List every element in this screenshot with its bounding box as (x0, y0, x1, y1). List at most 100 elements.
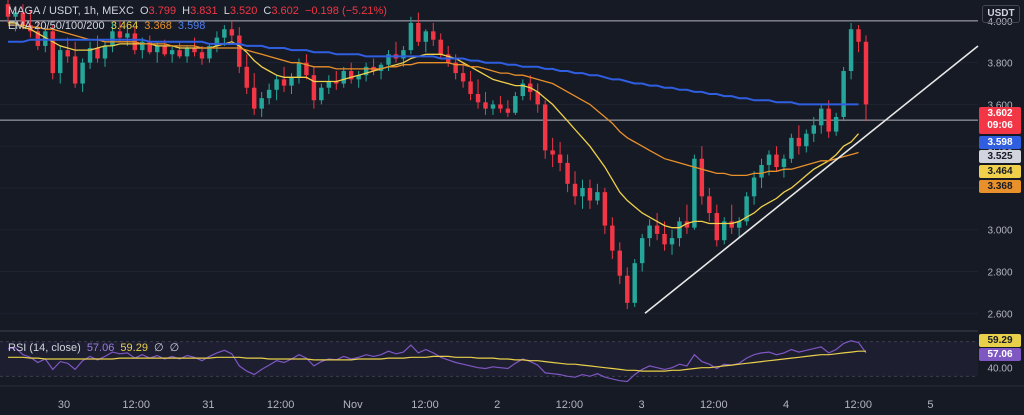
candle-body (5, 4, 11, 17)
time-tick-label: 4 (783, 399, 789, 411)
candle-body (632, 263, 637, 303)
candle-body (557, 154, 563, 163)
candle-body (43, 31, 48, 46)
candle-body (147, 41, 152, 53)
last-price-value: 3.602 (987, 108, 1013, 119)
candle-body (647, 225, 652, 239)
candle-body (319, 87, 324, 101)
currency-button[interactable]: USDT (982, 5, 1020, 23)
ascending-trendline (644, 45, 979, 314)
ema-line-ema100 (8, 38, 859, 106)
time-tick-label: 12:00 (844, 399, 872, 411)
candle-body (125, 33, 130, 38)
candle-body (819, 108, 824, 126)
candle-body (729, 221, 734, 228)
candle-body (572, 183, 578, 197)
candle-body (542, 104, 548, 151)
candle-body (378, 64, 384, 72)
candle-body (192, 48, 197, 53)
candle-body (386, 54, 391, 65)
rsi-band (0, 341, 978, 377)
candle-body (207, 45, 212, 59)
trendline (644, 45, 979, 314)
horizontal-levels (0, 20, 978, 121)
time-tick-label: 2 (494, 399, 500, 411)
ema-line-ema50 (8, 24, 859, 177)
candle-body (20, 12, 26, 26)
close-label: C (263, 5, 272, 17)
candle-body (35, 31, 41, 46)
candle-body (222, 29, 227, 38)
candle-body (453, 62, 458, 74)
countdown-value: 09:06 (987, 120, 1013, 131)
candle-body (311, 75, 317, 101)
candle-body (639, 238, 645, 264)
candle-body (28, 25, 33, 32)
price-tick-label: 2.800 (987, 268, 1012, 279)
ema100-tag: 3.598 (979, 136, 1021, 149)
ema20-value: 3.464 (110, 20, 139, 32)
ema20-tag: 3.464 (979, 165, 1021, 178)
price-tick-label: 3.600 (987, 100, 1012, 111)
time-tick-label: 12:00 (700, 399, 728, 411)
candle-body (766, 154, 772, 165)
close-value: 3.602 (271, 5, 299, 17)
candle-body (483, 102, 488, 109)
ema-lines (8, 22, 859, 229)
candle-body (356, 75, 361, 80)
ema50-tag: 3.368 (979, 180, 1021, 193)
candle-body (214, 37, 220, 46)
time-tick-label: 5 (927, 399, 933, 411)
candle-body (229, 29, 235, 36)
candle-body (72, 56, 78, 84)
time-tick-label: 30 (58, 399, 70, 411)
high-value: 3.831 (190, 5, 218, 17)
candle-body (13, 12, 18, 17)
price-tick-label: 3.000 (987, 226, 1012, 237)
candle-body (744, 196, 749, 222)
candle-body (304, 62, 309, 76)
high-label: H (182, 5, 191, 17)
time-tick-label: 31 (202, 399, 214, 411)
candle-body (602, 192, 608, 226)
candle-body (587, 187, 593, 201)
candle-body (162, 45, 167, 55)
candle-body (498, 104, 503, 109)
candle-body (759, 165, 764, 178)
candle-body (50, 31, 55, 74)
open-label: O (139, 5, 149, 17)
change-value: −0.198 (−5.21%) (304, 5, 387, 17)
candle-body (244, 66, 249, 88)
candle-body (856, 29, 861, 42)
candle-body (468, 81, 473, 94)
open-value: 3.799 (148, 5, 177, 17)
candle-body (58, 50, 63, 74)
candle-body (65, 50, 70, 57)
rsi-value: 57.06 (86, 342, 115, 354)
rsi-ma-value: 59.29 (120, 342, 148, 354)
candle-body (804, 133, 809, 147)
candle-body (654, 225, 660, 234)
candle-body (117, 31, 123, 38)
candle-body (274, 79, 279, 90)
candle-body (102, 45, 108, 59)
rsi-ma-tag: 59.29 (979, 334, 1021, 347)
candle-body (684, 221, 690, 228)
candle-body (289, 77, 294, 86)
candle-body (789, 137, 794, 159)
candle-body (535, 91, 540, 105)
candle-body (751, 177, 757, 197)
time-axis[interactable]: 30 12:00 31 12:00 Nov 12:00 2 12:00 3 12:00 4 12:00… (58, 399, 934, 411)
ema-label: EMA 20/50/100/200 (8, 20, 105, 32)
candle-body (550, 150, 555, 155)
last-price-tag: 3.602 09:06 (979, 107, 1021, 134)
ema-legend: EMA 20/50/100/200 3.464 3.368 3.598 (8, 20, 208, 32)
time-tick-label: 12:00 (411, 399, 439, 411)
candle-body (669, 238, 675, 245)
candle-body (348, 71, 354, 80)
candle-body (416, 22, 421, 42)
candle-body (80, 62, 85, 84)
candle-body (580, 187, 585, 197)
symbol-legend: MAGA / USDT, 1h, MEXC O3.799 H3.831 L3.5… (8, 5, 390, 17)
